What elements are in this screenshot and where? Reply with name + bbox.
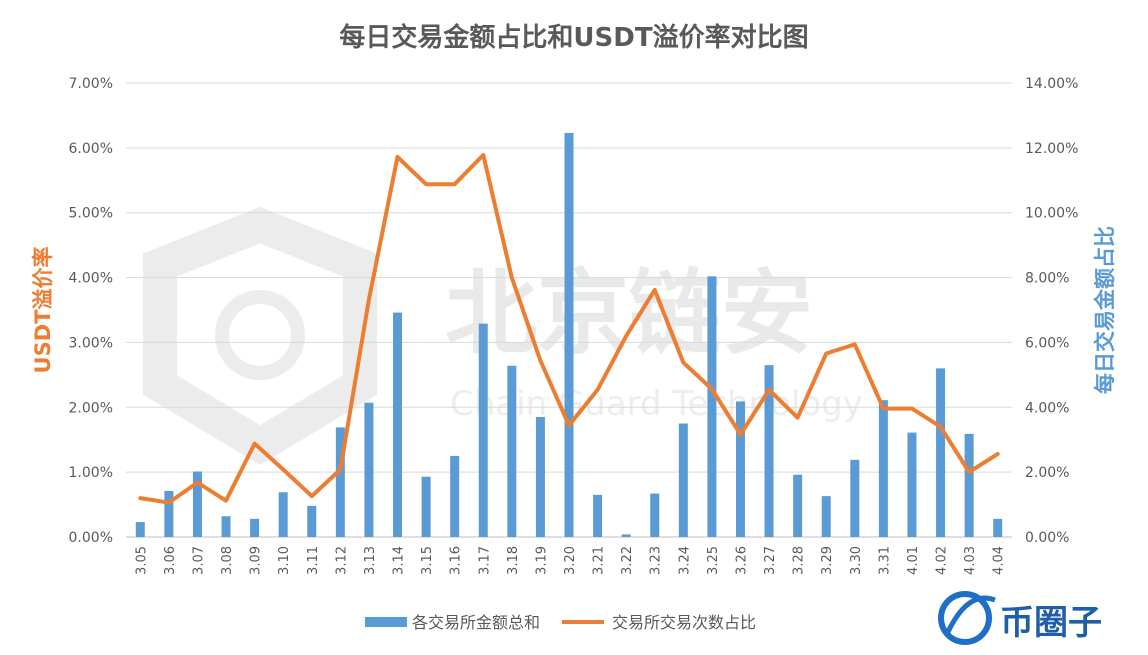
line-series	[138, 153, 1000, 505]
x-tick-label: 3.27	[763, 546, 778, 575]
x-axis-ticks: 3.05 3.06 3.07 3.08 3.09 3.10 3.11 3.12 3.13 3.14…	[134, 546, 1006, 575]
bar	[907, 432, 917, 537]
bar	[678, 423, 688, 537]
logo: 币圈子	[938, 591, 1102, 645]
y-left-tick-label: 3.00%	[69, 335, 113, 351]
bar	[478, 323, 488, 537]
y-left-tick-label: 7.00%	[69, 76, 113, 92]
x-tick-label: 3.12	[334, 546, 349, 575]
y-left-tick-label: 2.00%	[69, 400, 113, 416]
bar	[735, 401, 745, 537]
y-right-tick-label: 14.00%	[1025, 76, 1078, 92]
x-tick-label: 3.13	[363, 546, 378, 575]
logo-swoosh-icon	[945, 595, 996, 634]
x-tick-label: 3.31	[877, 546, 892, 575]
bar	[878, 400, 888, 537]
x-tick-label: 3.24	[677, 546, 692, 575]
x-tick-label: 3.26	[734, 546, 749, 575]
bar	[164, 490, 174, 537]
y-right-tick-label: 4.00%	[1025, 400, 1069, 416]
bar	[564, 132, 574, 537]
legend-bar-label: 各交易所金额总和	[412, 613, 540, 632]
bar	[135, 522, 145, 537]
bar	[307, 505, 317, 537]
y-left-tick-label: 0.00%	[69, 530, 113, 546]
watermark-node-icon	[215, 290, 305, 380]
bar	[364, 402, 374, 537]
x-tick-label: 3.14	[392, 546, 407, 575]
legend: 各交易所金额总和 交易所交易次数占比	[365, 613, 756, 632]
y-left-tick-label: 6.00%	[69, 141, 113, 157]
y-left-tick-label: 1.00%	[69, 465, 113, 481]
x-tick-label: 3.28	[792, 546, 807, 575]
bar	[421, 476, 431, 537]
bar	[850, 459, 860, 537]
y-axis-left-label: USDT溢价率	[31, 247, 55, 374]
bar	[936, 368, 946, 537]
bar	[707, 276, 717, 537]
chart-title: 每日交易金额占比和USDT溢价率对比图	[339, 22, 808, 53]
bar	[221, 516, 231, 537]
bar-series	[135, 132, 1003, 537]
x-tick-label: 4.03	[963, 546, 978, 575]
x-tick-label: 4.04	[992, 546, 1007, 575]
x-tick-label: 3.11	[306, 546, 321, 575]
x-tick-label: 3.15	[420, 546, 435, 575]
bar	[764, 365, 774, 537]
legend-line-label: 交易所交易次数占比	[612, 613, 756, 632]
x-tick-label: 3.08	[220, 546, 235, 575]
x-tick-label: 3.17	[477, 546, 492, 575]
watermark-text: 北京链安	[445, 260, 813, 367]
bar	[192, 471, 202, 537]
x-tick-label: 3.29	[820, 546, 835, 575]
bar	[993, 518, 1003, 537]
bar	[450, 455, 460, 537]
y-right-tick-label: 12.00%	[1025, 141, 1078, 157]
logo-icon	[938, 591, 992, 645]
x-tick-label: 3.07	[191, 546, 206, 575]
y-right-tick-label: 10.00%	[1025, 206, 1078, 222]
x-tick-label: 3.21	[592, 546, 607, 575]
bar	[964, 433, 974, 537]
x-tick-label: 3.16	[449, 546, 464, 575]
bar	[535, 417, 545, 537]
y-right-tick-label: 8.00%	[1025, 271, 1069, 287]
y-right-tick-label: 2.00%	[1025, 465, 1069, 481]
bar	[507, 365, 517, 537]
bar	[650, 493, 660, 537]
y-axis-right-label: 每日交易金额占比	[1093, 226, 1117, 394]
x-tick-label: 3.30	[849, 546, 864, 575]
x-tick-label: 3.10	[277, 546, 292, 575]
bar	[793, 474, 803, 537]
y-left-tick-label: 5.00%	[69, 206, 113, 222]
bar	[278, 492, 288, 537]
x-tick-label: 3.19	[534, 546, 549, 575]
watermark-shield-icon	[143, 206, 377, 465]
right-axis-ticks: 0.00% 2.00% 4.00% 6.00% 8.00% 10.00% 12.00% 14.…	[1025, 76, 1078, 546]
x-tick-label: 4.02	[935, 546, 950, 575]
bar	[335, 427, 345, 537]
left-axis-ticks: 0.00% 1.00% 2.00% 3.00% 4.00% 5.00% 6.00% 7.00%	[69, 76, 113, 546]
x-tick-label: 3.06	[163, 546, 178, 575]
bar	[621, 534, 631, 537]
x-tick-label: 3.22	[620, 546, 635, 575]
watermark-subtext: Chain Guard Technology	[450, 384, 863, 424]
bar	[250, 518, 260, 537]
x-tick-label: 3.05	[134, 546, 149, 575]
legend-bar-swatch	[365, 617, 407, 627]
x-tick-label: 4.01	[906, 546, 921, 575]
x-tick-label: 3.20	[563, 546, 578, 575]
x-tick-label: 3.25	[706, 546, 721, 575]
logo-text: 币圈子	[1000, 603, 1102, 643]
x-tick-label: 3.18	[506, 546, 521, 575]
bar	[821, 496, 831, 537]
y-left-tick-label: 4.00%	[69, 271, 113, 287]
x-tick-label: 3.23	[649, 546, 664, 575]
x-tick-label: 3.09	[249, 546, 264, 575]
bar	[593, 494, 603, 537]
y-right-tick-label: 6.00%	[1025, 335, 1069, 351]
bar	[393, 312, 403, 537]
y-right-tick-label: 0.00%	[1025, 530, 1069, 546]
